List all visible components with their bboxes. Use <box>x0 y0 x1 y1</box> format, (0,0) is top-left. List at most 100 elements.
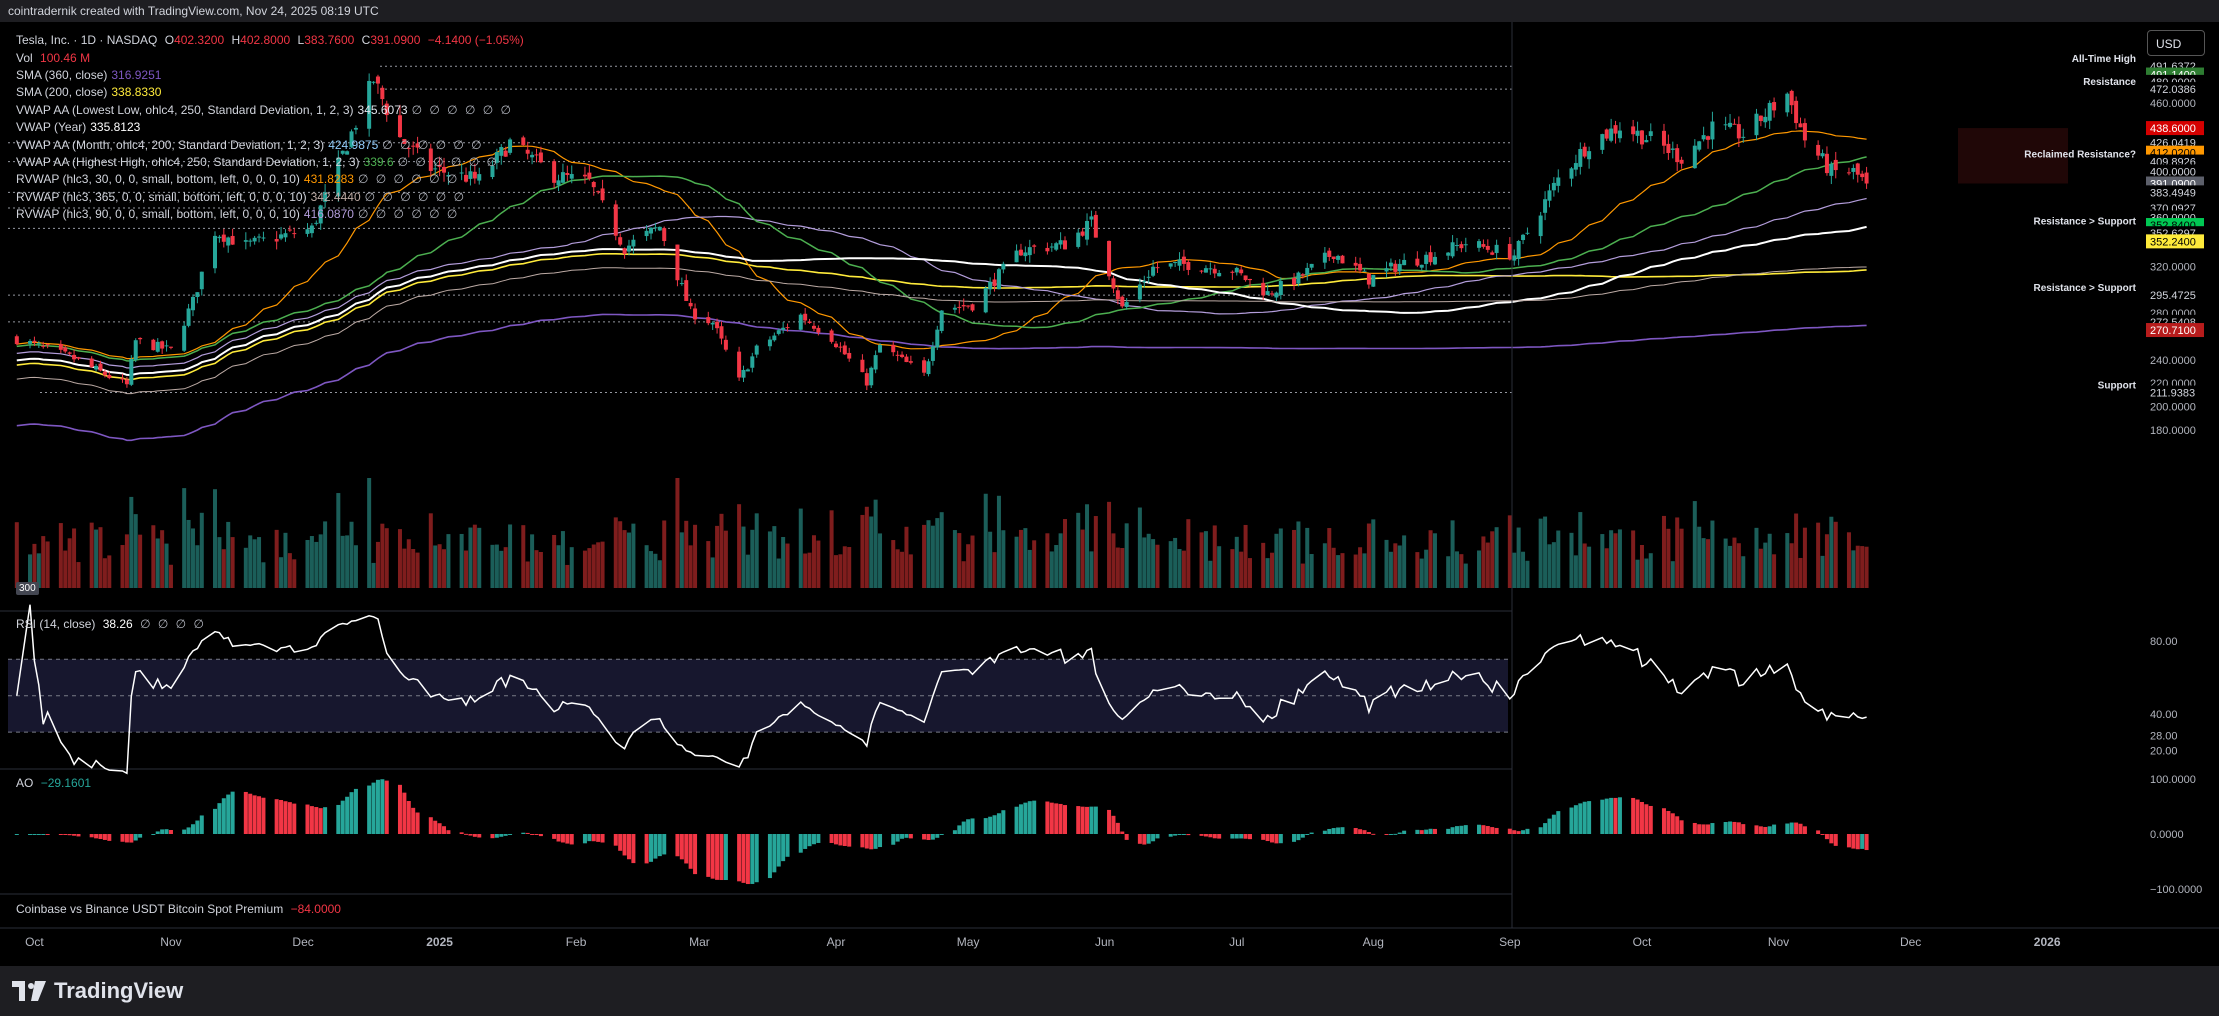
ao-bar <box>719 834 724 881</box>
ao-bar <box>1292 834 1297 842</box>
candle-body <box>508 139 513 153</box>
ao-bar <box>626 834 631 860</box>
indicator-legend-row[interactable]: VWAP AA (Lowest Low, ohlc4, 250, Standar… <box>16 103 517 117</box>
candle-body <box>781 327 786 330</box>
ao-bar <box>569 834 574 845</box>
ao-bar <box>952 830 957 834</box>
indicator-legend-row[interactable]: SMA (200, close) 338.8330 <box>16 85 165 99</box>
ao-bar <box>217 803 222 834</box>
candle-body <box>1802 123 1807 141</box>
rsi-label: RSI (14, close) <box>16 617 96 631</box>
volume-bar <box>164 543 169 588</box>
candle-body <box>1485 245 1490 250</box>
premium-label: Coinbase vs Binance USDT Bitcoin Spot Pr… <box>16 902 284 916</box>
close-label: C <box>361 33 371 47</box>
volume-legend[interactable]: Vol 100.46 M <box>16 51 94 65</box>
ao-bar <box>842 834 847 847</box>
indicator-legend-row[interactable]: RVWAP (hlc3, 365, 0, 0, small, bottom, l… <box>16 190 470 204</box>
volume-bar <box>534 550 539 588</box>
candle-body <box>1798 123 1803 128</box>
ao-bar <box>472 834 477 837</box>
volume-bar <box>679 532 684 588</box>
candle-body <box>1538 215 1543 237</box>
candle-body <box>433 168 438 170</box>
ao-bar <box>1212 834 1217 839</box>
volume-bar <box>1111 533 1116 588</box>
premium-value: −84.0000 <box>290 902 341 916</box>
volume-bar <box>900 551 905 588</box>
ao-bar <box>124 834 129 843</box>
indicator-label: VWAP (Year) <box>16 120 87 135</box>
volume-bar <box>32 543 37 588</box>
volume-bar <box>124 534 129 588</box>
time-tick: Mar <box>689 935 710 949</box>
ao-bar <box>1305 834 1310 835</box>
volume-bar <box>1305 527 1310 588</box>
volume-bar <box>468 527 473 588</box>
ao-legend[interactable]: AO −29.1601 <box>16 776 95 790</box>
ao-bar <box>1551 814 1556 834</box>
premium-legend[interactable]: Coinbase vs Binance USDT Bitcoin Spot Pr… <box>16 902 345 916</box>
ao-bar <box>98 834 103 840</box>
ao-bar <box>1366 832 1371 834</box>
volume-bar <box>371 562 376 588</box>
volume-bar <box>499 550 504 588</box>
ao-bar <box>662 834 667 855</box>
volume-bar <box>464 550 469 588</box>
candle-body <box>1754 113 1759 136</box>
ao-bar <box>693 834 698 875</box>
ao-bar <box>494 834 499 838</box>
candle-body <box>494 152 499 163</box>
ao-bar <box>1477 824 1482 834</box>
volume-bar <box>279 557 284 588</box>
indicator-legend-row[interactable]: RVWAP (hlc3, 90, 0, 0, small, bottom, le… <box>16 207 463 221</box>
candle-body <box>1613 125 1618 134</box>
indicator-legend-row[interactable]: VWAP (Year) 335.8123 <box>16 120 144 134</box>
indicator-legend-row[interactable]: VWAP AA (Highest High, ohlc4, 250, Stand… <box>16 155 503 169</box>
symbol-name: Tesla, Inc. · 1D · NASDAQ <box>16 33 158 47</box>
candle-body <box>807 321 812 324</box>
candle-body <box>649 227 654 234</box>
candle-body <box>1459 244 1464 249</box>
indicator-legend-row[interactable]: VWAP AA (Month, ohlc4, 200, Standard Dev… <box>16 138 488 152</box>
candle-body <box>1265 291 1270 295</box>
ao-bar <box>833 834 838 845</box>
volume-bar <box>1239 551 1244 588</box>
candle-body <box>1296 272 1301 284</box>
ao-bar <box>644 834 649 864</box>
candle-body <box>1697 141 1702 150</box>
candle-body <box>930 346 935 361</box>
currency-button[interactable]: USD <box>2147 30 2205 56</box>
indicator-legend-row[interactable]: RVWAP (hlc3, 30, 0, 0, small, bottom, le… <box>16 172 463 186</box>
moving-average-line <box>16 225 1867 377</box>
ao-bar <box>1023 802 1028 834</box>
volume-bar <box>1173 537 1178 588</box>
volume-bar <box>36 553 41 588</box>
chart-canvas[interactable]: All-Time High Resistance Reclaimed Resista… <box>0 22 2219 966</box>
candle-body <box>1115 290 1120 300</box>
tradingview-logo[interactable]: TradingView <box>12 978 183 1004</box>
ao-bar <box>274 799 279 834</box>
volume-bar <box>292 559 297 588</box>
ao-bar <box>1573 805 1578 834</box>
rsi-legend[interactable]: RSI (14, close) 38.26 ∅ ∅ ∅ ∅ <box>16 617 210 631</box>
volume-bar <box>996 495 1001 588</box>
indicator-legend-row[interactable]: SMA (360, close) 316.9251 <box>16 68 165 82</box>
ao-bar <box>384 780 389 834</box>
indicator-dots: ∅ ∅ ∅ ∅ ∅ ∅ <box>357 207 460 222</box>
ao-bar <box>684 834 689 864</box>
ao-bar <box>199 815 204 834</box>
ao-bar <box>1741 824 1746 834</box>
ao-bar <box>1485 826 1490 834</box>
price-label-bg <box>2146 121 2204 136</box>
ao-bar <box>1635 799 1640 834</box>
ao-bar <box>102 834 107 840</box>
ao-bar <box>1186 834 1191 836</box>
volume-bar <box>490 544 495 588</box>
volume-bar <box>521 525 526 588</box>
volume-bar <box>76 562 81 588</box>
symbol-legend[interactable]: Tesla, Inc. · 1D · NASDAQ O402.3200 H402… <box>16 33 528 47</box>
ao-bar <box>1701 824 1706 834</box>
candle-body <box>1794 100 1799 124</box>
indicator-value: 345.6073 <box>357 102 408 117</box>
